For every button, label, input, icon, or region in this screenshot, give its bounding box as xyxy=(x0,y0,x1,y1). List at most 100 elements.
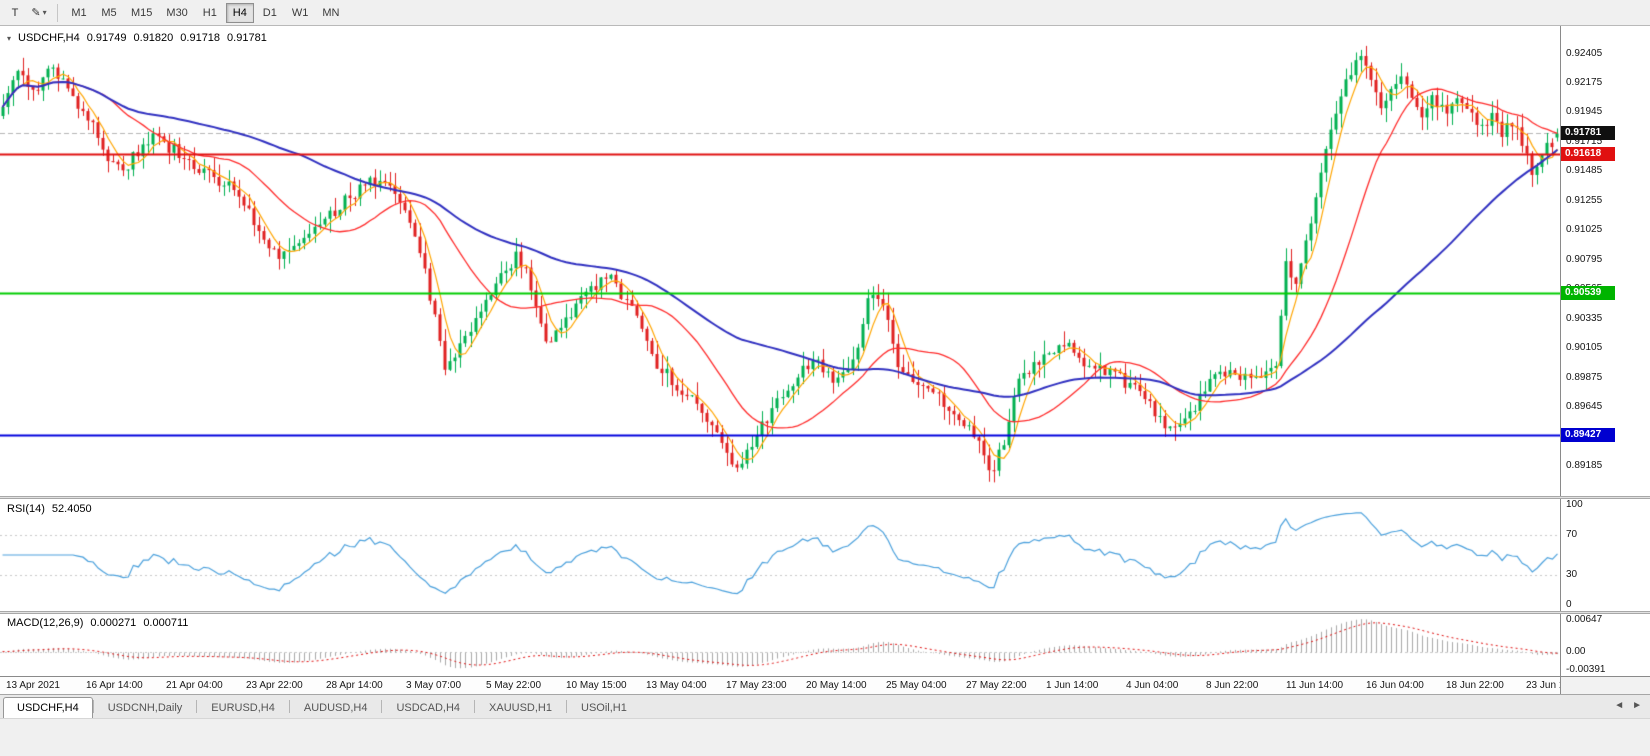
time-axis-label: 5 May 22:00 xyxy=(486,680,542,691)
chart-tab-eurusd[interactable]: EURUSD,H4 xyxy=(211,702,275,714)
price-axis-label: 0.91255 xyxy=(1566,194,1603,206)
rsi-indicator-name: RSI(14) xyxy=(7,503,45,515)
time-axis-label: 8 Jun 22:00 xyxy=(1206,680,1259,691)
macd-axis-label: 0.00647 xyxy=(1566,614,1603,625)
macd-label: MACD(12,26,9) 0.000271 0.000711 xyxy=(7,617,188,629)
timeframe-button-h4[interactable]: H4 xyxy=(225,2,254,23)
support-price-badge: 0.89427 xyxy=(1561,427,1615,442)
timeframe-button-w1[interactable]: W1 xyxy=(291,6,309,19)
price-axis-label: 0.91025 xyxy=(1566,224,1603,236)
timeframe-button-d1[interactable]: D1 xyxy=(262,6,277,19)
panel-splitter[interactable] xyxy=(0,496,1650,499)
ohlc-low: 0.91718 xyxy=(180,32,221,44)
axis-corner xyxy=(1560,676,1650,694)
top-toolbar: T ✎ ▾ M1 M5 M15 M30 H1 H4 D1 W1 MN xyxy=(0,0,1650,26)
timeframe-button-m5[interactable]: M5 xyxy=(101,6,117,19)
rsi-axis-label: 100 xyxy=(1566,499,1583,510)
time-axis-label: 16 Apr 14:00 xyxy=(86,680,143,691)
timeframe-button-mn[interactable]: MN xyxy=(322,6,340,19)
price-axis-label: 0.92175 xyxy=(1566,76,1603,88)
tab-separator xyxy=(288,700,290,713)
price-chart-canvas[interactable] xyxy=(0,26,1560,496)
timeframe-button-m15[interactable]: M15 xyxy=(131,6,153,19)
time-axis-label: 28 Apr 14:00 xyxy=(326,680,383,691)
chart-tab-xauusd[interactable]: XAUUSD,H1 xyxy=(489,702,552,714)
chart-shift-marker-icon: ▾ xyxy=(7,33,12,43)
price-axis-label: 0.90795 xyxy=(1566,253,1603,265)
chart-tab-bar: USDCHF,H4 USDCNH,Daily EURUSD,H4 AUDUSD,… xyxy=(0,694,1650,718)
tab-separator xyxy=(566,700,567,713)
macd-indicator-name: MACD(12,26,9) xyxy=(7,617,84,629)
chevron-down-icon: ▾ xyxy=(42,8,47,17)
time-axis-label: 13 May 04:00 xyxy=(646,680,707,691)
chart-tab-usdchf[interactable]: USDCHF,H4 xyxy=(3,697,93,718)
current-price-badge: 0.91781 xyxy=(1561,126,1615,141)
timeframe-button-m1[interactable]: M1 xyxy=(71,6,87,19)
tabs-scroll-right-button[interactable]: ► xyxy=(1632,700,1642,711)
rsi-axis-label: 0 xyxy=(1566,599,1572,610)
macd-indicator-canvas[interactable] xyxy=(0,614,1560,676)
time-axis-label: 16 Jun 04:00 xyxy=(1366,680,1424,691)
mid-support-price-badge: 0.90539 xyxy=(1561,285,1615,300)
price-axis-label: 0.90105 xyxy=(1566,342,1603,354)
time-axis-label: 21 Apr 04:00 xyxy=(166,680,223,691)
tabs-scroll-left-button[interactable]: ◄ xyxy=(1614,700,1625,711)
ohlc-high: 0.91820 xyxy=(133,32,174,44)
tab-scroll-controls: ◄ ► xyxy=(1614,700,1642,711)
price-axis-label: 0.92405 xyxy=(1566,47,1603,59)
chart-tab-usoil[interactable]: USOil,H1 xyxy=(581,702,627,714)
tab-separator xyxy=(381,700,383,713)
draw-tool-icon: ✎ xyxy=(31,7,41,19)
macd-main-value: 0.000271 xyxy=(90,617,137,629)
chart-tab-usdcad[interactable]: USDCAD,H4 xyxy=(396,702,461,714)
rsi-indicator-value: 52.4050 xyxy=(51,503,92,515)
chart-symbol-period: USDCHF,H4 xyxy=(18,32,80,44)
macd-axis[interactable]: 0.00647 0.00 -0.00391 xyxy=(1560,614,1650,676)
time-axis-label: 23 Jun 14:00 xyxy=(1526,680,1584,691)
time-axis-label: 11 Jun 14:00 xyxy=(1286,680,1344,691)
timeframe-button-h1[interactable]: H1 xyxy=(202,6,217,19)
timeframe-button-m30[interactable]: M30 xyxy=(166,6,188,19)
price-axis-label: 0.89875 xyxy=(1566,371,1603,383)
tab-separator xyxy=(474,700,476,713)
time-axis-label: 23 Apr 22:00 xyxy=(246,680,303,691)
macd-signal-value: 0.000711 xyxy=(143,617,189,629)
time-axis-label: 18 Jun 22:00 xyxy=(1446,680,1504,691)
panel-splitter[interactable] xyxy=(0,611,1650,614)
rsi-axis[interactable]: 100 70 30 0 xyxy=(1560,499,1650,611)
toolbar-separator xyxy=(57,3,58,22)
chart-title: ▾ USDCHF,H4 0.91749 0.91820 0.91718 0.91… xyxy=(7,32,267,44)
pointer-tool-button[interactable]: T xyxy=(4,3,26,23)
time-axis-label: 20 May 14:00 xyxy=(806,680,867,691)
resistance-price-badge: 0.91618 xyxy=(1561,147,1615,162)
tab-separator xyxy=(92,700,94,713)
rsi-axis-label: 70 xyxy=(1566,529,1578,540)
price-axis-label: 0.89185 xyxy=(1566,459,1603,471)
time-axis[interactable]: 13 Apr 2021 16 Apr 14:00 21 Apr 04:00 23 Ap… xyxy=(0,676,1584,694)
bottom-strip xyxy=(0,718,1650,756)
chart-tab-usdcnh[interactable]: USDCNH,Daily xyxy=(107,702,183,714)
price-axis-label: 0.91945 xyxy=(1566,106,1603,118)
macd-axis-label: 0.00 xyxy=(1566,645,1586,657)
macd-axis-label: -0.00391 xyxy=(1566,664,1606,675)
price-axis[interactable]: 0.891850.894150.896450.898750.901050.903… xyxy=(1560,26,1650,496)
price-axis-label: 0.91715 xyxy=(1566,135,1603,147)
time-axis-label: 17 May 23:00 xyxy=(726,680,787,691)
time-axis-label: 1 Jun 14:00 xyxy=(1046,680,1099,691)
ohlc-open: 0.91749 xyxy=(86,32,127,44)
time-axis-label: 13 Apr 2021 xyxy=(6,680,60,691)
time-axis-label: 10 May 15:00 xyxy=(566,680,627,691)
price-axis-label: 0.89645 xyxy=(1566,400,1603,412)
rsi-axis-label: 30 xyxy=(1566,569,1578,580)
pointer-tool-icon: T xyxy=(11,6,19,19)
time-axis-label: 4 Jun 04:00 xyxy=(1126,680,1179,691)
chart-tab-audusd[interactable]: AUDUSD,H4 xyxy=(303,702,368,714)
time-axis-label: 3 May 07:00 xyxy=(406,680,462,691)
price-axis-label: 0.90335 xyxy=(1566,312,1603,324)
price-axis-label: 0.91485 xyxy=(1566,165,1603,177)
draw-tools-dropdown[interactable]: ✎ ▾ xyxy=(28,3,50,23)
rsi-indicator-canvas[interactable] xyxy=(0,499,1560,611)
tab-separator xyxy=(196,700,198,713)
time-axis-label: 25 May 04:00 xyxy=(886,680,947,691)
